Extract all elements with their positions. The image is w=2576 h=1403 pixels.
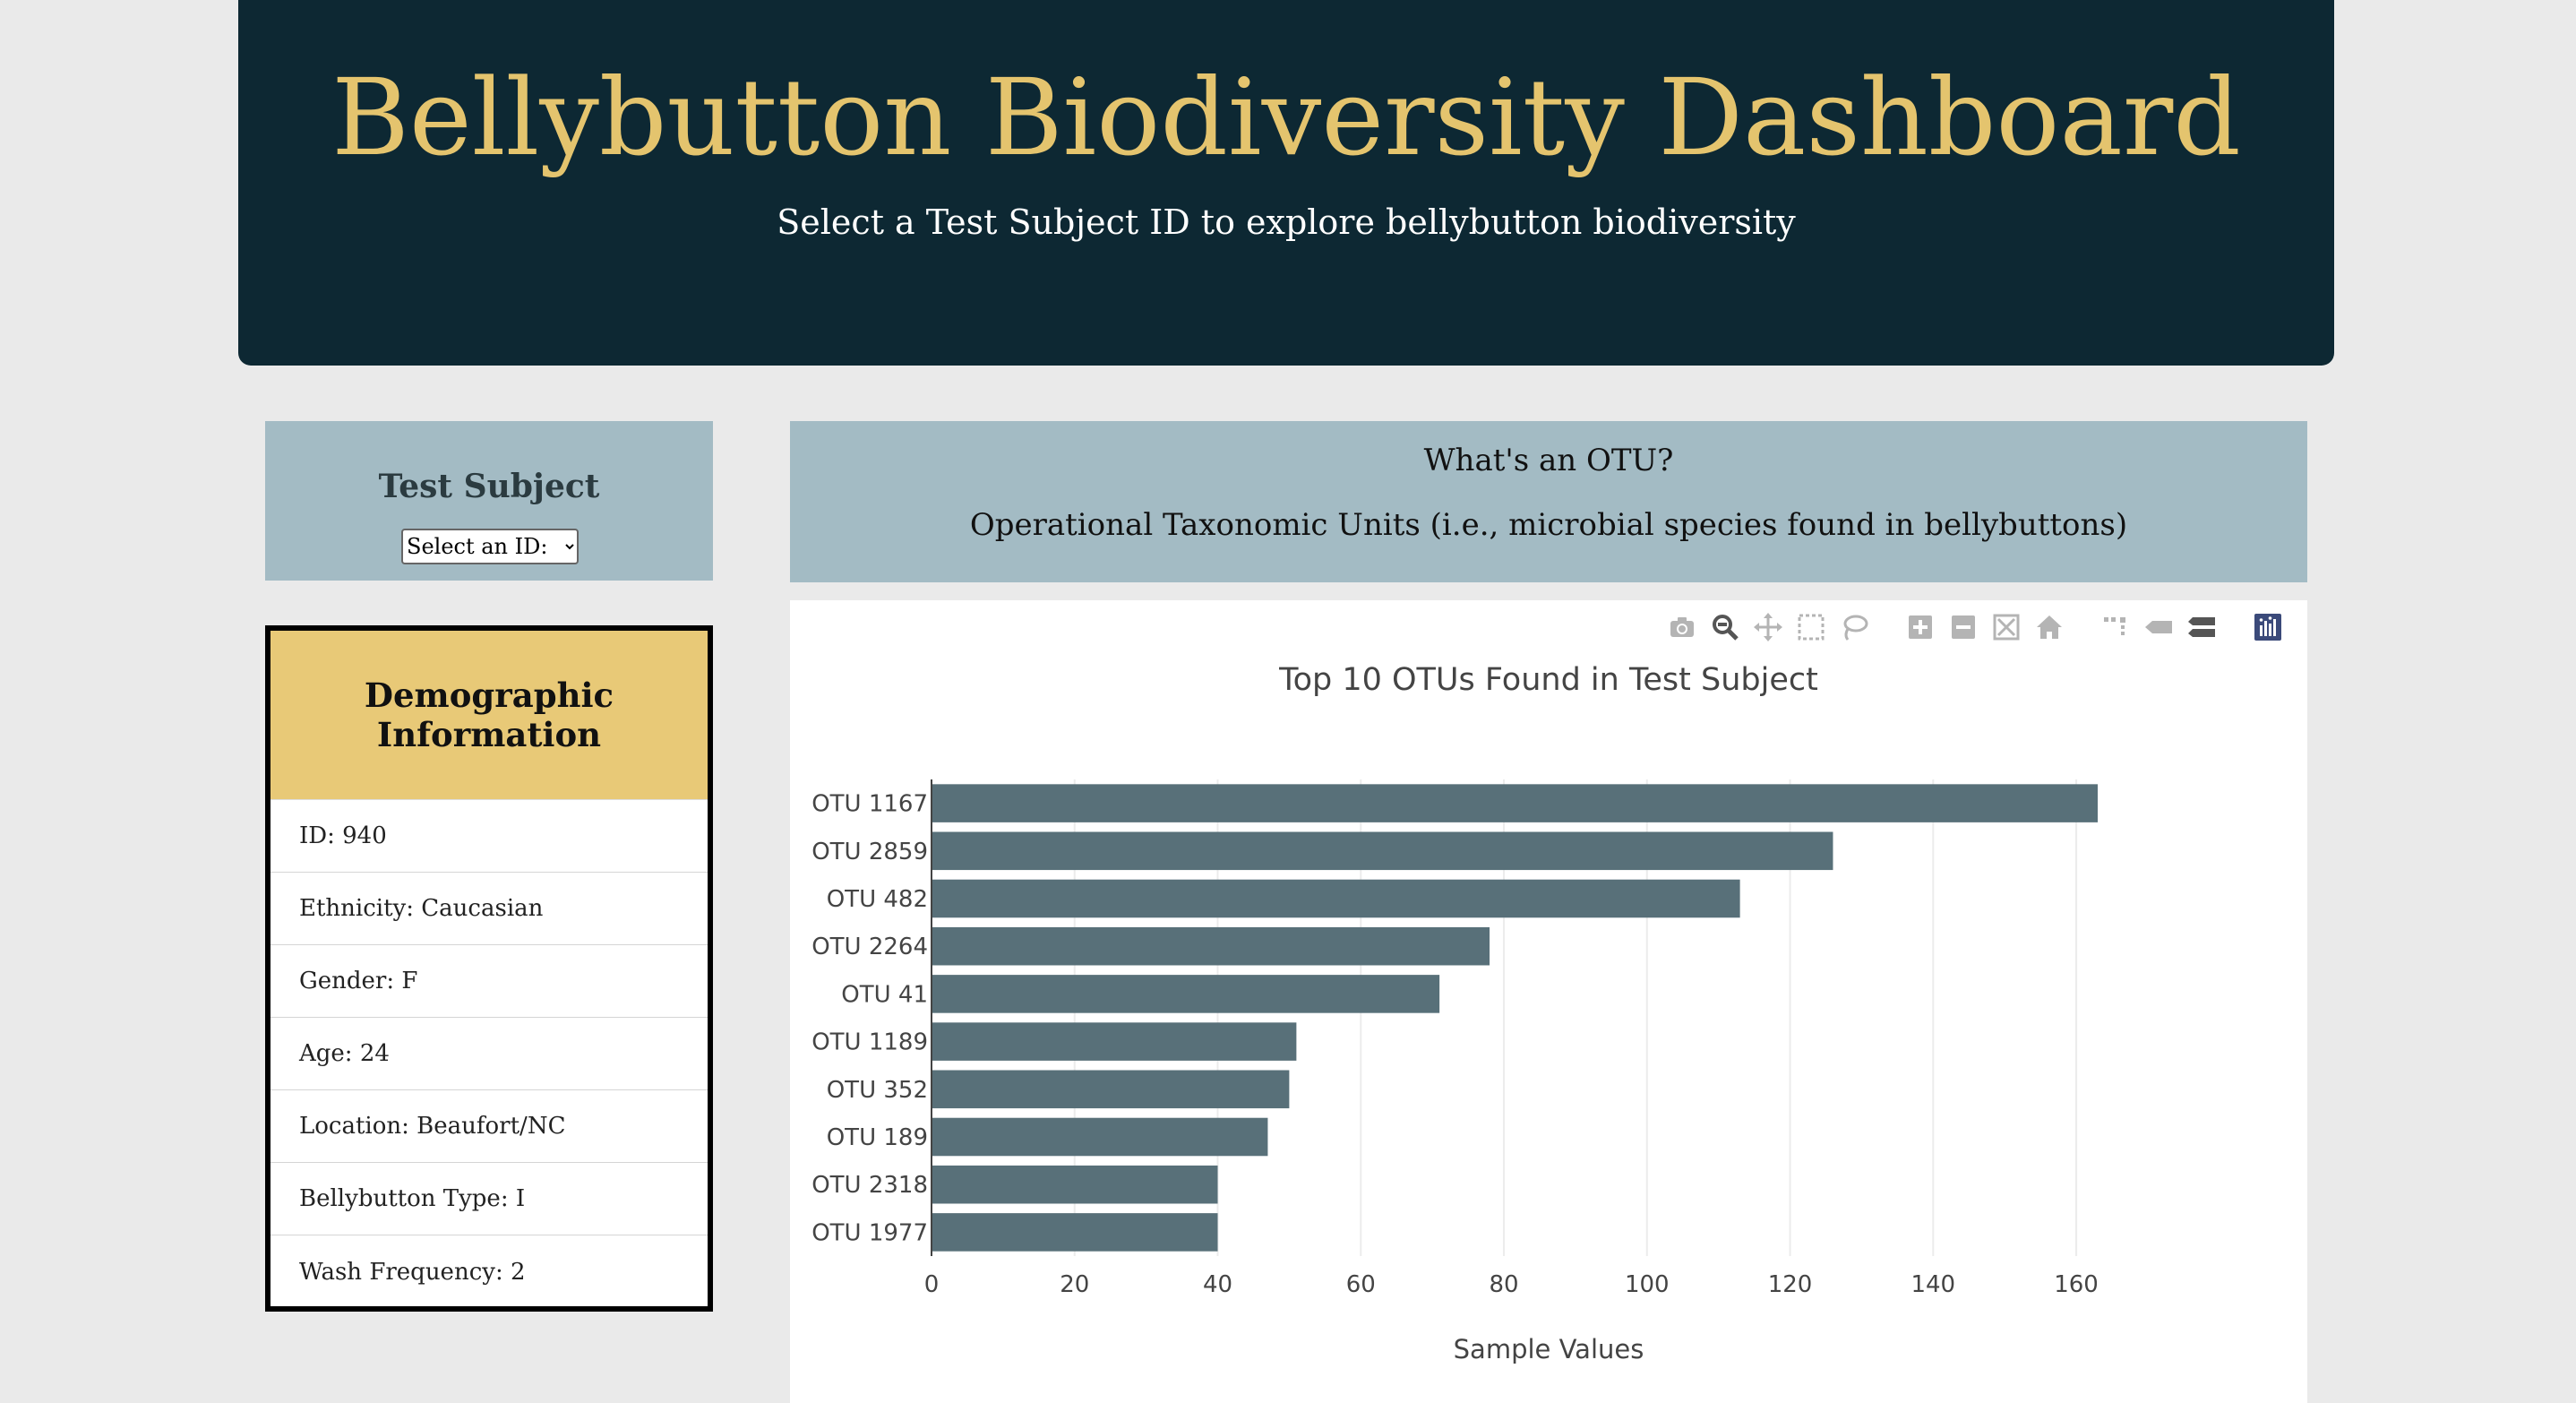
otu-definition: Operational Taxonomic Units (i.e., micro… — [969, 507, 2128, 543]
y-tick-label: OTU 2264 — [811, 934, 928, 960]
bar — [932, 926, 1490, 966]
demographic-panel: Demographic Information ID: 940 Ethnicit… — [265, 625, 713, 1312]
y-tick-label: OTU 189 — [827, 1124, 928, 1151]
demographic-row-bbtype: Bellybutton Type: I — [270, 1163, 708, 1235]
chart-title: Top 10 OTUs Found in Test Subject — [1278, 662, 1818, 698]
bar — [932, 1117, 1268, 1157]
x-tick-label: 40 — [1203, 1271, 1232, 1298]
x-tick-label: 60 — [1346, 1271, 1376, 1298]
subject-id-select[interactable]: Select an ID: — [401, 529, 579, 564]
bar-chart-card: OTU 1167 OTU 2859 OTU 482 OTU 2264 OTU 41 OTU… — [790, 600, 2307, 1403]
x-tick-label: 120 — [1768, 1271, 1813, 1298]
x-tick-label: 140 — [1911, 1271, 1955, 1298]
camera-icon[interactable] — [1664, 609, 1700, 645]
x-tick-label: 20 — [1060, 1271, 1089, 1298]
box-select-icon[interactable] — [1793, 609, 1829, 645]
pan-icon[interactable] — [1750, 609, 1786, 645]
demographic-title: Demographic Information — [270, 631, 708, 800]
y-tick-label: OTU 2318 — [811, 1172, 928, 1199]
y-tick-label: OTU 1167 — [811, 791, 928, 818]
bar-chart: OTU 1167 OTU 2859 OTU 482 OTU 2264 OTU 41 OTU… — [811, 662, 2099, 1364]
y-tick-label: OTU 1189 — [811, 1029, 928, 1056]
demographic-row-age: Age: 24 — [270, 1018, 708, 1090]
demographic-row-location: Location: Beaufort/NC — [270, 1090, 708, 1163]
page-subtitle: Select a Test Subject ID to explore bell… — [777, 202, 1796, 242]
reset-axes-icon[interactable] — [2031, 609, 2067, 645]
y-tick-label: OTU 1977 — [811, 1219, 928, 1246]
y-tick-label: OTU 352 — [827, 1077, 928, 1104]
demographic-row-wfreq: Wash Frequency: 2 — [299, 1258, 526, 1286]
x-axis-label: Sample Values — [1454, 1334, 1644, 1364]
otu-question: What's an OTU? — [1423, 443, 1674, 478]
otu-info-panel: What's an OTU? Operational Taxonomic Uni… — [790, 421, 2307, 582]
bar — [932, 831, 1833, 871]
bar — [932, 784, 2098, 822]
zoom-out-icon[interactable] — [1945, 609, 1981, 645]
hover-closest-icon[interactable] — [2141, 609, 2177, 645]
test-subject-panel: Test Subject Select an ID: — [265, 421, 713, 581]
y-tick-label: OTU 482 — [827, 886, 928, 913]
x-tick-label: 160 — [2054, 1271, 2099, 1298]
autoscale-icon[interactable] — [1988, 609, 2024, 645]
x-tick-label: 0 — [924, 1271, 940, 1298]
demographic-title-line2: Information — [376, 715, 602, 754]
x-tick-label: 80 — [1489, 1271, 1518, 1298]
page-title: Bellybutton Biodiversity Dashboard — [331, 56, 2241, 179]
plotly-logo-icon[interactable] — [2250, 609, 2286, 645]
zoom-in-icon[interactable] — [1902, 609, 1938, 645]
y-tick-label: OTU 41 — [841, 981, 928, 1008]
x-tick-label: 100 — [1625, 1271, 1670, 1298]
bar — [932, 1022, 1297, 1061]
bar — [932, 975, 1440, 1013]
test-subject-title: Test Subject — [378, 468, 600, 505]
bar — [932, 879, 1740, 918]
demographic-title-line1: Demographic — [364, 676, 614, 715]
demographic-row-gender: Gender: F — [270, 945, 708, 1018]
spike-lines-icon[interactable] — [2098, 609, 2134, 645]
y-tick-label: OTU 2859 — [811, 839, 928, 865]
demographic-row-ethnicity: Ethnicity: Caucasian — [270, 873, 708, 945]
demographic-row-id: ID: 940 — [270, 800, 708, 873]
page-header: Bellybutton Biodiversity Dashboard Selec… — [238, 0, 2334, 366]
hover-compare-icon[interactable] — [2184, 609, 2220, 645]
bar — [932, 1165, 1218, 1204]
bar — [932, 1070, 1290, 1109]
bar — [932, 1213, 1218, 1252]
plot-modebar — [1664, 609, 2286, 645]
zoom-icon[interactable] — [1707, 609, 1743, 645]
lasso-select-icon[interactable] — [1836, 609, 1872, 645]
